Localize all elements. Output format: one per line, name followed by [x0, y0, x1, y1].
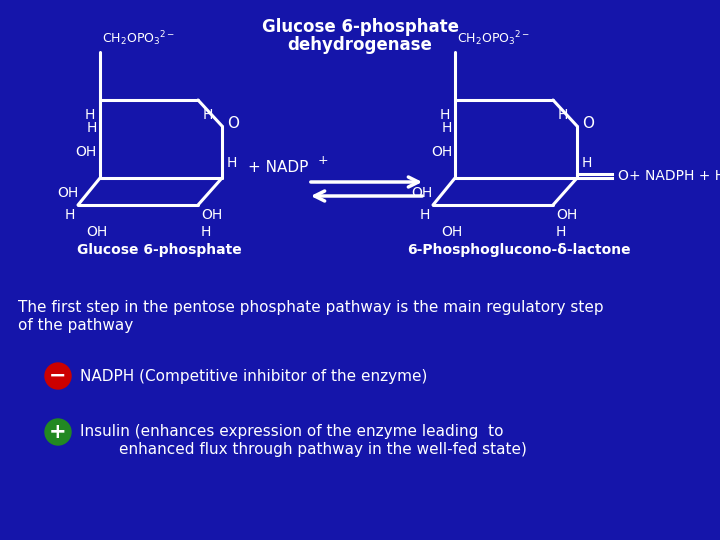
Text: Glucose 6-phosphate: Glucose 6-phosphate	[261, 18, 459, 36]
Text: H: H	[227, 156, 238, 170]
Text: OH: OH	[412, 186, 433, 200]
Text: enhanced flux through pathway in the well-fed state): enhanced flux through pathway in the wel…	[80, 442, 527, 457]
Text: + NADP: + NADP	[248, 160, 308, 176]
Text: −: −	[49, 366, 67, 386]
Text: Glucose 6-phosphate: Glucose 6-phosphate	[76, 243, 241, 257]
Text: OH: OH	[201, 208, 222, 222]
Text: H: H	[441, 121, 452, 135]
Text: OH: OH	[86, 225, 107, 239]
Text: O: O	[617, 169, 628, 183]
Circle shape	[45, 363, 71, 389]
Text: of the pathway: of the pathway	[18, 318, 133, 333]
Text: 6-Phosphoglucono-δ-lactone: 6-Phosphoglucono-δ-lactone	[408, 243, 631, 257]
Text: H: H	[203, 108, 213, 122]
Text: +: +	[318, 154, 328, 167]
Text: OH: OH	[76, 145, 97, 159]
Text: H: H	[558, 108, 568, 122]
Text: CH$_2$OPO$_3$$^{2-}$: CH$_2$OPO$_3$$^{2-}$	[102, 29, 175, 48]
Text: OH: OH	[431, 145, 452, 159]
Text: Insulin (enhances expression of the enzyme leading  to: Insulin (enhances expression of the enzy…	[80, 424, 503, 439]
Text: O: O	[227, 117, 239, 132]
Text: H: H	[440, 108, 450, 122]
Text: H: H	[420, 208, 430, 222]
Text: H: H	[65, 208, 75, 222]
Circle shape	[45, 419, 71, 445]
Text: H: H	[85, 108, 95, 122]
Text: OH: OH	[441, 225, 462, 239]
Text: dehydrogenase: dehydrogenase	[287, 36, 433, 54]
Text: CH$_2$OPO$_3$$^{2-}$: CH$_2$OPO$_3$$^{2-}$	[457, 29, 530, 48]
Text: H: H	[556, 225, 566, 239]
Text: OH: OH	[57, 186, 78, 200]
Text: NADPH (Competitive inhibitor of the enzyme): NADPH (Competitive inhibitor of the enzy…	[80, 368, 428, 383]
Text: +: +	[49, 422, 67, 442]
Text: The first step in the pentose phosphate pathway is the main regulatory step: The first step in the pentose phosphate …	[18, 300, 603, 315]
Text: H: H	[582, 156, 593, 170]
Text: H: H	[86, 121, 97, 135]
Text: H: H	[201, 225, 211, 239]
Text: O: O	[582, 117, 594, 132]
Text: OH: OH	[556, 208, 577, 222]
Text: + NADPH + H: + NADPH + H	[629, 169, 720, 183]
